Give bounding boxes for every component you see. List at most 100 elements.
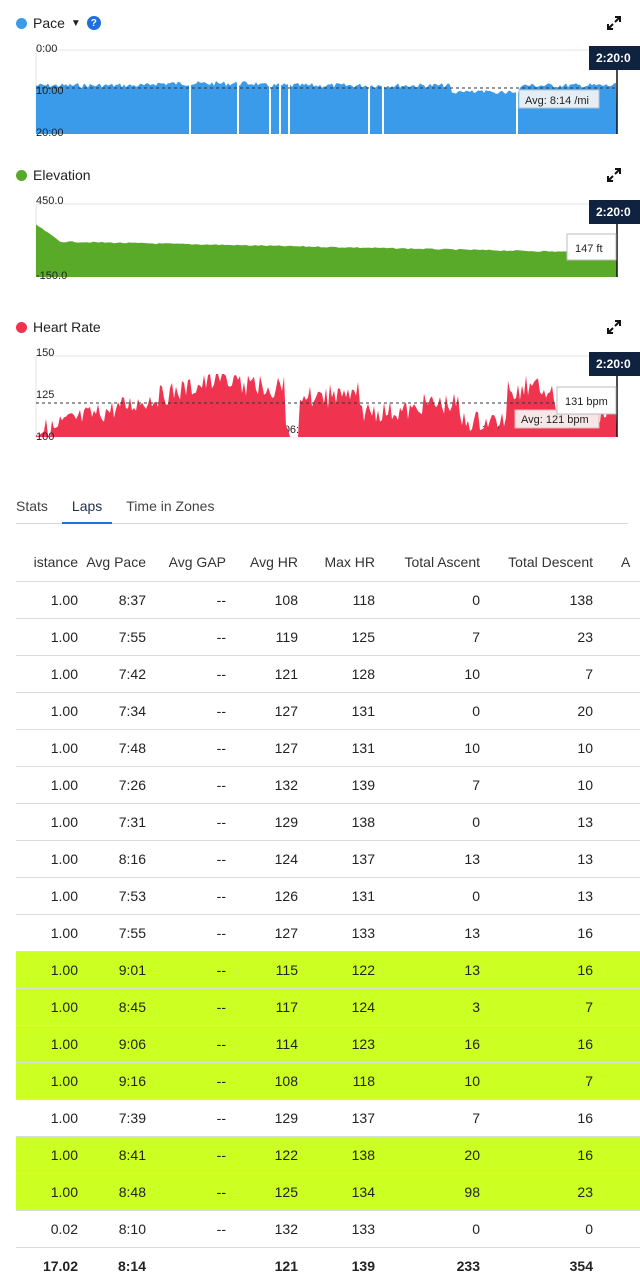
table-row[interactable]: 1.00 7:42 -- 121 128 10 7: [16, 655, 640, 693]
lap-avg-hr: 127: [226, 914, 298, 952]
col-header-total-ascent[interactable]: Total Ascent: [375, 543, 480, 582]
lap-total-ascent: 3: [375, 988, 480, 1026]
lap-total-ascent: 7: [375, 618, 480, 656]
lap-total-ascent: 0: [375, 877, 480, 915]
pace-chart-plot[interactable]: 16:4033:2050:001:06:401:23:201:40:001:56…: [0, 10, 640, 140]
col-header-avg-hr[interactable]: Avg HR: [226, 543, 298, 582]
lap-max-hr: 122: [298, 951, 375, 989]
lap-avg-pace: 7:55: [78, 618, 146, 656]
table-row[interactable]: 1.00 7:39 -- 129 137 7 16: [16, 1099, 640, 1137]
table-row[interactable]: 1.00 7:34 -- 127 131 0 20: [16, 692, 640, 730]
lap-avg-pace: 9:01: [78, 951, 146, 989]
elevation-chart-plot[interactable]: 16:4033:2050:001:06:401:23:201:40:001:56…: [0, 164, 640, 284]
lap-total-descent: 13: [480, 877, 593, 915]
col-header-distance[interactable]: istance: [16, 543, 78, 582]
table-row[interactable]: 1.00 8:16 -- 124 137 13 13: [16, 840, 640, 878]
lap-total-descent: 13: [480, 840, 593, 878]
heart-rate-chart-header: Heart Rate: [16, 317, 101, 337]
table-row[interactable]: 1.00 8:37 -- 108 118 0 138: [16, 581, 640, 619]
col-header-max-hr[interactable]: Max HR: [298, 543, 375, 582]
tab-stats[interactable]: Stats: [16, 498, 48, 514]
elevation-chart: Elevation 16:4033:2050:001:06:401:23:201…: [0, 164, 640, 284]
table-row[interactable]: 1.00 8:48 -- 125 134 98 23: [16, 1173, 640, 1211]
total-distance: 17.02: [42, 1257, 78, 1274]
lap-avg-hr: 121: [226, 655, 298, 693]
lap-extra: [593, 655, 640, 693]
pace-y-top-label: 0:00: [36, 43, 57, 55]
table-row[interactable]: 1.00 7:53 -- 126 131 0 13: [16, 877, 640, 915]
lap-distance: 1.00: [16, 1173, 78, 1211]
elevation-tooltip: [566, 233, 617, 261]
table-row[interactable]: 1.00 9:06 -- 114 123 16 16: [16, 1025, 640, 1063]
lap-distance: 1.00: [16, 692, 78, 730]
laps-table[interactable]: istance Avg Pace Avg GAP Avg HR Max HR T…: [16, 543, 640, 1284]
expand-icon[interactable]: [606, 167, 622, 183]
pace-legend-dot: [16, 17, 27, 29]
table-row[interactable]: 1.00 7:31 -- 129 138 0 13: [16, 803, 640, 841]
lap-avg-pace: 7:42: [78, 655, 146, 693]
table-row[interactable]: 1.00 7:55 -- 119 125 7 23: [16, 618, 640, 656]
lap-max-hr: 125: [298, 618, 375, 656]
lap-avg-hr: 115: [226, 951, 298, 989]
table-row[interactable]: 1.00 9:01 -- 115 122 13 16: [16, 951, 640, 989]
total-avg-hr: 121: [274, 1257, 298, 1274]
table-row[interactable]: 1.00 9:16 -- 108 118 10 7: [16, 1062, 640, 1100]
lap-avg-pace: 8:16: [78, 840, 146, 878]
total-extra: [593, 1247, 640, 1284]
table-row[interactable]: 1.00 8:45 -- 117 124 3 7: [16, 988, 640, 1026]
lap-extra: [593, 914, 640, 952]
tab-laps[interactable]: Laps: [61, 490, 113, 524]
lap-extra: [593, 1062, 640, 1100]
table-row[interactable]: 1.00 7:48 -- 127 131 10 10: [16, 729, 640, 767]
tab-time-in-zones[interactable]: Time in Zones: [126, 498, 215, 514]
pace-gap-spike: [279, 84, 281, 134]
lap-avg-pace: 8:41: [78, 1136, 146, 1174]
pace-gap-spike: [189, 84, 191, 134]
heart-rate-y-top-label: 150: [36, 347, 54, 359]
heart-rate-chart-plot[interactable]: 16:4033:2050:001:06:401:23:201:40:001:56…: [0, 316, 640, 442]
heart-rate-legend-dot: [16, 321, 27, 333]
lap-avg-gap: --: [146, 988, 226, 1026]
elevation-chart-title: Elevation: [33, 167, 91, 183]
lap-extra: [593, 951, 640, 989]
lap-distance: 1.00: [16, 988, 78, 1026]
lap-max-hr: 133: [298, 914, 375, 952]
table-row[interactable]: 1.00 7:26 -- 132 139 7 10: [16, 766, 640, 804]
expand-icon[interactable]: [606, 319, 622, 335]
lap-avg-hr: 114: [226, 1025, 298, 1063]
lap-total-ascent: 7: [375, 1099, 480, 1137]
col-header-avg-gap[interactable]: Avg GAP: [146, 543, 226, 582]
table-row[interactable]: 0.02 8:10 -- 132 133 0 0: [16, 1210, 640, 1248]
lap-avg-gap: --: [146, 914, 226, 952]
table-row[interactable]: 1.00 8:41 -- 122 138 20 16: [16, 1136, 640, 1174]
lap-avg-gap: --: [146, 1025, 226, 1063]
help-icon[interactable]: ?: [86, 16, 101, 30]
lap-total-descent: 23: [480, 1173, 593, 1211]
elevation-cursor-time-badge: [589, 200, 640, 224]
table-row[interactable]: 1.00 7:55 -- 127 133 13 16: [16, 914, 640, 952]
lap-avg-gap: --: [146, 1136, 226, 1174]
lap-avg-gap: --: [146, 655, 226, 693]
lap-max-hr: 133: [298, 1210, 375, 1248]
lap-total-descent: 16: [480, 951, 593, 989]
pace-chart-header[interactable]: Pace ▼ ?: [16, 13, 101, 33]
pace-y-mid-label: 10:00: [36, 85, 64, 97]
expand-icon[interactable]: [606, 15, 622, 31]
pace-gap-spike: [288, 84, 290, 134]
lap-total-ascent: 0: [375, 692, 480, 730]
lap-extra: [593, 1210, 640, 1248]
heart-rate-y-mid-label: 125: [36, 389, 54, 401]
chevron-down-icon[interactable]: ▼: [70, 17, 81, 29]
lap-extra: [593, 1025, 640, 1063]
lap-avg-pace: 8:37: [78, 581, 146, 619]
lap-total-descent: 7: [480, 988, 593, 1026]
col-header-more[interactable]: A: [593, 543, 640, 582]
elevation-tooltip-value: 147 ft: [575, 243, 603, 255]
lap-avg-pace: 7:48: [78, 729, 146, 767]
pace-avg-badge: [518, 89, 600, 109]
lap-avg-hr: 125: [226, 1173, 298, 1211]
col-header-total-descent[interactable]: Total Descent: [480, 543, 593, 582]
lap-total-ascent: 7: [375, 766, 480, 804]
lap-avg-gap: --: [146, 1062, 226, 1100]
col-header-avg-pace[interactable]: Avg Pace: [78, 543, 146, 582]
